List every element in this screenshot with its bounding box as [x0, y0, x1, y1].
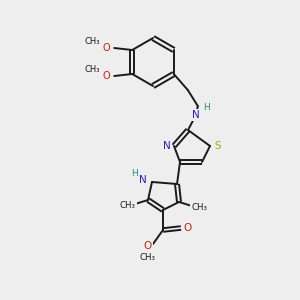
Text: S: S: [215, 141, 221, 151]
Text: N: N: [192, 110, 200, 120]
Text: O: O: [102, 43, 110, 53]
Text: H: H: [130, 169, 137, 178]
Text: CH₃: CH₃: [85, 37, 100, 46]
Text: H: H: [202, 103, 209, 112]
Text: O: O: [102, 71, 110, 81]
Text: N: N: [139, 175, 147, 185]
Text: CH₃: CH₃: [85, 65, 100, 74]
Text: N: N: [163, 141, 171, 151]
Text: CH₃: CH₃: [120, 200, 136, 209]
Text: O: O: [144, 241, 152, 251]
Text: O: O: [184, 223, 192, 233]
Text: CH₃: CH₃: [140, 254, 156, 262]
Text: CH₃: CH₃: [191, 202, 207, 211]
